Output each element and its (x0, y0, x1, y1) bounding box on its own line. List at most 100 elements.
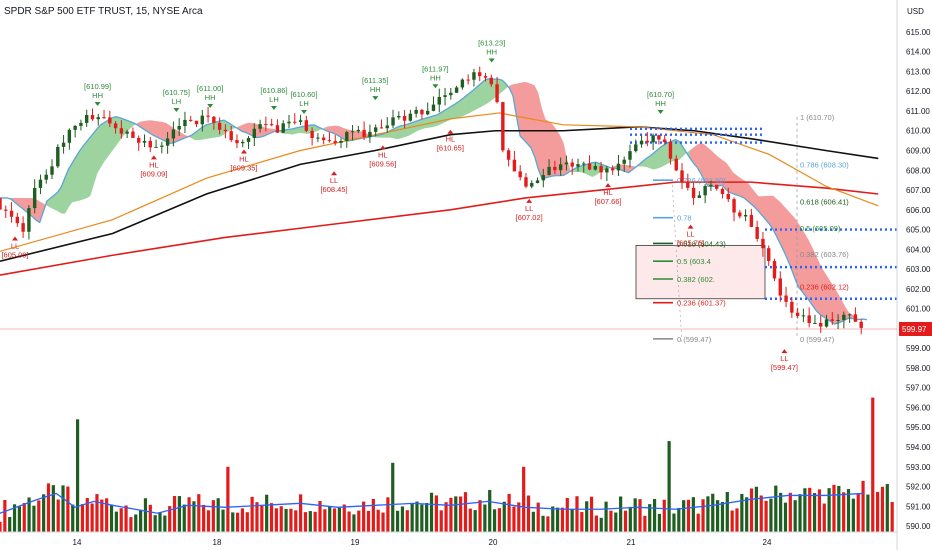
candle-body (790, 301, 794, 313)
candle-body (454, 87, 459, 93)
volume-ma-line (0, 492, 864, 514)
y-tick-label: 594.00 (906, 443, 931, 452)
swing-marker (605, 183, 612, 188)
fib-inner-level-label: 0.78 (677, 214, 692, 223)
volume-bar (861, 480, 865, 532)
candle-body (206, 115, 210, 117)
y-tick-label: 608.00 (906, 166, 931, 175)
volume-bar (3, 499, 7, 532)
candle-body (449, 92, 453, 96)
volume-bar (706, 496, 710, 532)
candle-body (512, 159, 517, 172)
volume-bar (531, 511, 535, 532)
ema-cloud-fill (46, 116, 138, 214)
y-tick-label: 612.00 (906, 87, 931, 96)
volume-bar (323, 509, 327, 532)
volume-bar (269, 503, 274, 532)
swing-marker (12, 236, 19, 241)
candle-body (27, 208, 31, 232)
candle-body (356, 129, 361, 132)
volume-bar (551, 506, 555, 532)
candle-body (61, 142, 66, 147)
fib-inner-level-label: 0.5 (603.4 (677, 257, 711, 266)
candle-body (437, 96, 441, 105)
candle-body (726, 193, 730, 200)
swing-marker (301, 109, 308, 114)
swing-type-label: LL (330, 176, 338, 185)
volume-bar (250, 496, 254, 532)
candle-body (171, 129, 176, 139)
candle-body (593, 166, 598, 170)
volume-bar (294, 510, 298, 532)
y-tick-label: 615.00 (906, 28, 931, 37)
y-tick-label: 603.00 (906, 265, 931, 274)
candle-body (56, 146, 60, 167)
candle-body (229, 131, 233, 141)
volume-bar (779, 492, 783, 532)
candle-body (784, 295, 788, 302)
y-tick-label: 614.00 (906, 48, 931, 57)
candle-body (778, 278, 782, 296)
volume-bar (483, 504, 487, 532)
swing-value-label: [609.09] (140, 169, 167, 178)
candle-body (720, 188, 725, 194)
swing-value-label: [610.60] (290, 90, 317, 99)
candle-body (830, 319, 834, 321)
candle-body (333, 141, 337, 143)
y-tick-label: 605.00 (906, 226, 931, 235)
volume-bar (619, 496, 623, 532)
chart-title: SPDR S&P 500 ETF TRUST, 15, NYSE Arca (4, 6, 203, 17)
volume-bar (682, 500, 686, 532)
volume-bar (143, 498, 148, 532)
candle-body (4, 209, 8, 211)
volume-bar (546, 516, 550, 532)
swing-marker (207, 104, 214, 109)
y-tick-label: 592.00 (906, 483, 931, 492)
candle-body (859, 321, 863, 328)
volume-bar (12, 504, 17, 532)
volume-bar (328, 506, 332, 532)
volume-bar (391, 462, 395, 532)
candle-body (761, 238, 765, 249)
volume-bar (449, 497, 453, 532)
x-tick-label: 18 (213, 538, 222, 547)
volume-bar (492, 509, 497, 532)
y-tick-label: 599.00 (906, 344, 931, 353)
ema-cloud-fill (325, 125, 373, 141)
candle-body (506, 150, 511, 160)
volume-bar (0, 521, 2, 532)
volume-bar (231, 512, 235, 532)
candle-body (535, 180, 540, 184)
volume-bar (289, 508, 293, 532)
candle-body (281, 123, 285, 133)
volume-bar (279, 506, 283, 532)
candle-body (651, 135, 655, 143)
volume-bar (662, 499, 666, 532)
volume-bar (832, 484, 836, 532)
volume-bar (783, 502, 788, 532)
fib-main-level-label: 1 (610.70) (800, 113, 835, 122)
volume-bar (153, 515, 157, 532)
candle-body (605, 168, 609, 173)
candle-body (795, 312, 800, 317)
volume-bar (565, 497, 569, 532)
volume-bar (245, 512, 249, 532)
fib-main-level-label: 0.382 (603.76) (800, 250, 849, 259)
volume-bar (604, 501, 608, 532)
x-tick-label: 20 (489, 538, 498, 547)
volume-bar (337, 507, 342, 532)
ma-line-orange (0, 112, 879, 252)
fib-inner-level-label: 0.786 (607.50) (677, 176, 726, 185)
candle-body (489, 77, 493, 85)
candle-body (564, 162, 569, 165)
swing-value-label: [599.47] (771, 363, 798, 372)
candle-body (142, 140, 147, 143)
volume-bar (386, 497, 390, 532)
volume-bar (720, 501, 725, 532)
volume-bar (512, 506, 516, 532)
candle-body (847, 314, 852, 316)
volume-bar (139, 509, 143, 532)
candle-body (501, 102, 505, 151)
y-tick-label: 613.00 (906, 67, 931, 76)
